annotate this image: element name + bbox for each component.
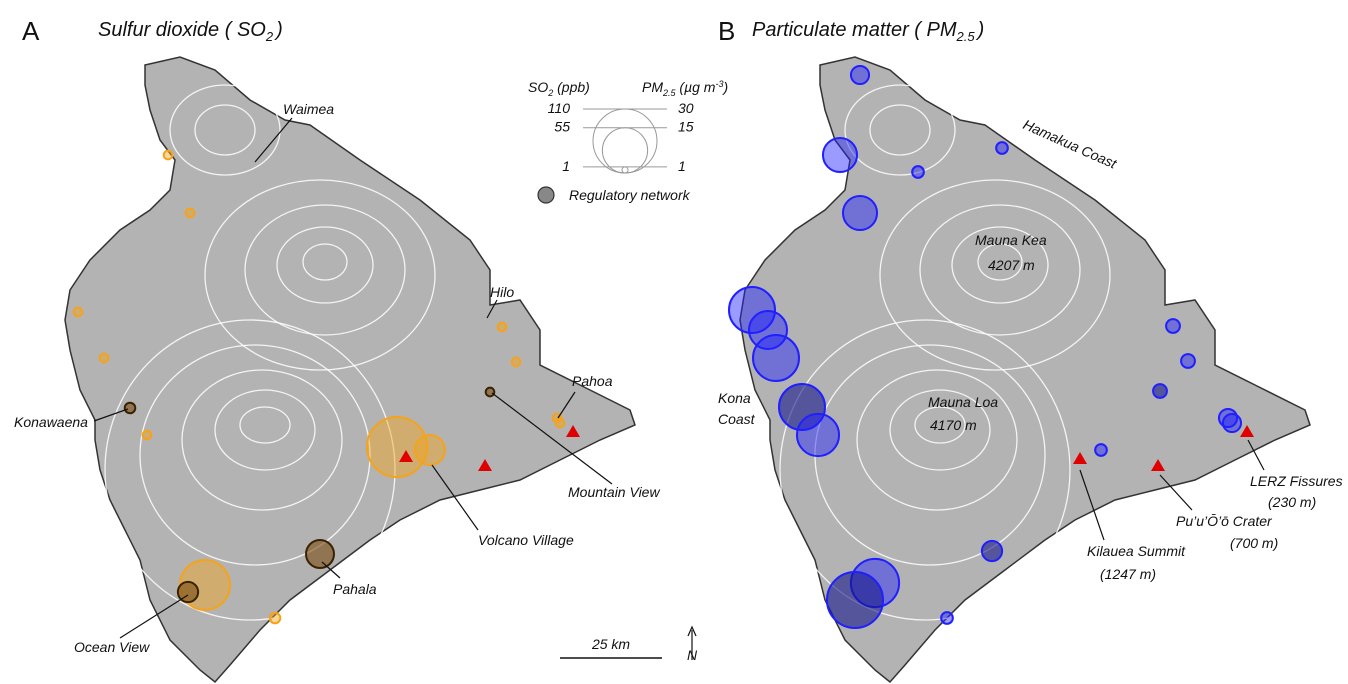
place-label: Hilo (490, 284, 514, 300)
place-label: Ocean View (74, 639, 150, 655)
concentration-bubble (727, 285, 777, 335)
concentration-bubble (825, 570, 885, 630)
title-sub: 2.5 (956, 29, 976, 44)
place-label: LERZ Fissures (1250, 473, 1343, 489)
concentration-bubble (496, 321, 508, 333)
bubbles-b (727, 64, 1243, 630)
title-main: Particulate matter ( PM (752, 19, 957, 41)
concentration-bubble (747, 309, 789, 351)
concentration-bubble (1152, 383, 1168, 399)
vents (399, 425, 1254, 471)
legend-so2-value: 1 (562, 158, 570, 174)
concentration-bubble (141, 429, 153, 441)
place-label: Pahoa (572, 373, 613, 389)
concentration-bubble (268, 611, 282, 625)
legend-text: ) (722, 79, 729, 95)
legend-pm-value: 30 (678, 100, 694, 116)
concentration-bubble (162, 149, 174, 161)
concentration-bubble (365, 415, 429, 479)
concentration-bubble (184, 207, 196, 219)
legend-size-circle (592, 108, 658, 174)
place-label: 4207 m (988, 257, 1035, 273)
concentration-bubble (510, 356, 522, 368)
concentration-bubble (795, 412, 841, 458)
place-label: Pahala (333, 581, 377, 597)
place-label: (230 m) (1268, 494, 1316, 510)
legend-sub: 2 (547, 88, 553, 98)
concentration-bubble (777, 382, 827, 432)
place-label: Coast (718, 411, 756, 427)
place-label: Konawaena (14, 414, 88, 430)
concentration-bubble (72, 306, 84, 318)
place-label: Kona (718, 390, 751, 406)
place-label: Mauna Kea (975, 232, 1047, 248)
concentration-bubble (176, 580, 200, 604)
title-main: Sulfur dioxide ( SO (98, 19, 266, 41)
place-label: Mountain View (568, 484, 660, 500)
concentration-bubble (1165, 318, 1181, 334)
concentration-bubble (1221, 412, 1243, 434)
legend-sizes: 110 30 55 15 1 1 (548, 100, 694, 174)
concentration-bubble (995, 141, 1009, 155)
panel-letter: A (22, 16, 40, 46)
title-sub: 2 (265, 29, 274, 44)
place-label: Waimea (283, 101, 334, 117)
concentration-bubble (849, 64, 871, 86)
place-label: 4170 m (930, 417, 977, 433)
north-label: N (687, 647, 698, 663)
legend-regulatory: Regulatory network (569, 187, 691, 203)
place-label: (700 m) (1230, 535, 1278, 551)
legend-size-circle (621, 166, 629, 174)
concentration-bubble (841, 194, 879, 232)
concentration-bubble (980, 539, 1004, 563)
concentration-bubble (484, 386, 496, 398)
place-label: Kilauea Summit (1087, 543, 1186, 559)
concentration-bubble (554, 417, 566, 429)
place-label: (1247 m) (1100, 566, 1156, 582)
legend-sub: 2.5 (662, 88, 677, 98)
concentration-bubble (911, 165, 925, 179)
legend-regulatory-dot (537, 186, 555, 204)
concentration-bubble (98, 352, 110, 364)
scale-label: 25 km (591, 636, 630, 652)
legend-text: SO (528, 79, 548, 95)
concentration-bubble (305, 539, 335, 569)
legend-pm: PM2.5 (µg m-3) (642, 79, 728, 98)
concentration-bubble (1094, 443, 1108, 457)
legend-pm-value: 1 (678, 158, 686, 174)
concentration-bubble (1180, 353, 1196, 369)
title-close: ) (274, 19, 283, 41)
title-close: ) (976, 19, 985, 41)
place-label: Pu’u’Ō’ō Crater (1176, 513, 1273, 529)
legend-text: PM (642, 79, 663, 95)
panel-title: Particulate matter ( PM2.5) (752, 19, 984, 44)
place-label: Volcano Village (478, 532, 574, 548)
legend-so2: SO2 (ppb) (528, 79, 590, 98)
legend-text: (µg m (676, 79, 716, 95)
concentration-bubble (414, 434, 446, 466)
bubbles-a (72, 149, 566, 625)
concentration-bubble (940, 611, 954, 625)
legend-so2-value: 110 (548, 100, 571, 116)
legend-text: (ppb) (553, 79, 590, 95)
place-label: Mauna Loa (928, 394, 998, 410)
north-arrowhead (687, 625, 697, 637)
legend-sup: -3 (715, 79, 723, 89)
legend-so2-value: 55 (554, 119, 570, 135)
panel-title: Sulfur dioxide ( SO2) (98, 19, 283, 44)
panel-letter: B (718, 16, 735, 46)
legend-pm-value: 15 (678, 119, 694, 135)
leaders (93, 117, 1265, 639)
legend-size-circle (601, 127, 649, 174)
concentration-bubble (751, 333, 801, 383)
concentration-bubble (123, 401, 137, 415)
concentration-bubble (821, 136, 859, 174)
